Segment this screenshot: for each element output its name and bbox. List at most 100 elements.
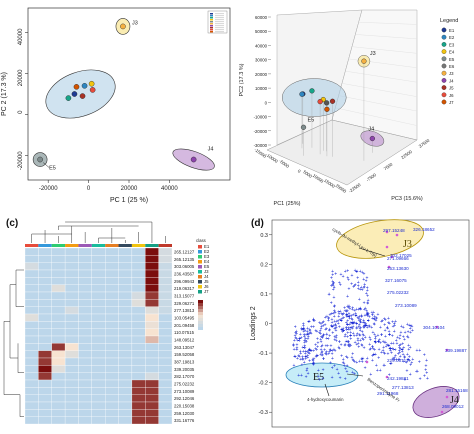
loading-point: +	[387, 316, 390, 322]
mz-label: 327.16075	[385, 278, 407, 283]
loading-point: +	[345, 339, 348, 345]
heatmap-cell	[51, 350, 66, 359]
color-scale-step	[198, 315, 203, 318]
loading-point: +	[361, 360, 364, 366]
heatmap-cell	[145, 299, 159, 307]
heatmap-cell	[64, 277, 79, 285]
loading-point: +	[294, 324, 297, 330]
loading-point: +	[326, 314, 329, 320]
mz-label: 297.15248	[383, 228, 405, 233]
loading-point: +	[374, 339, 377, 345]
loading-point: +	[406, 334, 409, 340]
legend-class-label: J3	[204, 269, 209, 274]
legend-swatch	[210, 13, 213, 15]
x-tick-label: 0	[87, 186, 91, 192]
heatmap-cell	[78, 328, 92, 337]
loading-point: +	[303, 345, 306, 351]
loading-point: +	[324, 327, 327, 333]
loading-point: +	[354, 340, 357, 346]
legend-class-swatch	[198, 275, 202, 279]
loading-point: +	[303, 333, 306, 339]
loading-point: +	[305, 368, 308, 374]
heatmap-cell	[91, 379, 106, 388]
row-label: 159.52058	[174, 352, 195, 357]
heatmap-cell	[131, 379, 146, 388]
heatmap-cell	[78, 262, 92, 271]
heatmap-cell	[38, 247, 52, 256]
loading-point: +	[348, 306, 351, 312]
loading-point: +	[376, 368, 379, 374]
loading-point: +	[303, 333, 306, 339]
loading-point: +	[382, 363, 385, 369]
heatmap-cell	[145, 335, 159, 344]
loading-point: +	[425, 358, 428, 364]
loading-point: +	[355, 313, 358, 319]
loading-point: +	[351, 307, 354, 313]
loading-point: +	[369, 347, 372, 353]
annotation-j3: J3	[132, 20, 138, 26]
heatmap-cell	[64, 313, 79, 322]
loading-point: +	[381, 318, 384, 324]
loading-point: +	[371, 310, 374, 316]
loading-point: +	[364, 323, 367, 329]
y-tick-label: 20000	[18, 69, 24, 86]
loading-point: +	[332, 281, 335, 287]
loading-point: +	[364, 366, 367, 372]
heatmap-cell	[118, 328, 133, 337]
loading-point: +	[397, 357, 400, 363]
loading-point: +	[349, 337, 352, 343]
loading-point: +	[331, 320, 334, 326]
loading-point: +	[312, 349, 315, 355]
legend-label-e3: E3	[449, 42, 455, 47]
loading-point: +	[306, 366, 309, 372]
heatmap-cell	[64, 335, 79, 344]
loading-point: +	[302, 321, 305, 327]
loading-point: +	[301, 345, 304, 351]
heatmap-cell	[24, 372, 39, 381]
loading-point: +	[332, 283, 335, 289]
loading-point: +	[375, 316, 378, 322]
loading-point: +	[336, 367, 339, 373]
loading-point: +	[347, 339, 350, 345]
loading-point: +	[357, 280, 360, 286]
loading-point: +	[357, 283, 360, 289]
loading-point: +	[304, 354, 307, 360]
loading-point: +	[366, 301, 369, 307]
loading-point: +	[391, 346, 394, 352]
loading-point: +	[348, 304, 351, 310]
loading-point: +	[398, 346, 401, 352]
loading-point: +	[332, 281, 335, 287]
heatmap-cell	[78, 365, 92, 373]
row-label: 220.15038	[174, 404, 195, 409]
loading-point: +	[331, 365, 334, 371]
loading-point: +	[311, 357, 314, 363]
loading-point: +	[351, 326, 354, 332]
y-tick-label: -0.2	[259, 381, 268, 387]
loading-point: +	[360, 313, 363, 319]
loading-point: +	[310, 324, 313, 330]
loading-point: +	[409, 372, 412, 378]
loading-point: +	[330, 276, 333, 282]
heatmap-cell	[51, 357, 66, 366]
row-label: 296.09943	[174, 279, 195, 284]
loading-point: +	[312, 317, 315, 323]
loading-point: +	[333, 319, 336, 325]
loading-point: +	[322, 333, 325, 339]
heatmap-cell	[131, 328, 146, 337]
loading-point: +	[321, 352, 324, 358]
heatmap-cell	[131, 299, 146, 307]
heatmap-cell	[24, 335, 39, 344]
heatmap-cell	[158, 372, 173, 381]
heatmap-cell	[24, 262, 39, 271]
loading-point: +	[296, 356, 299, 362]
loading-point: +	[345, 326, 348, 332]
loading-point: +	[372, 352, 375, 358]
loading-point: +	[325, 336, 328, 342]
heatmap-cell	[91, 350, 106, 359]
loading-point: +	[377, 355, 380, 361]
loading-point: +	[314, 328, 317, 334]
legend-class-label: J4	[204, 274, 209, 279]
heatmap-cell	[24, 277, 39, 285]
heatmap-cell	[51, 387, 66, 395]
loading-point: +	[338, 281, 341, 287]
